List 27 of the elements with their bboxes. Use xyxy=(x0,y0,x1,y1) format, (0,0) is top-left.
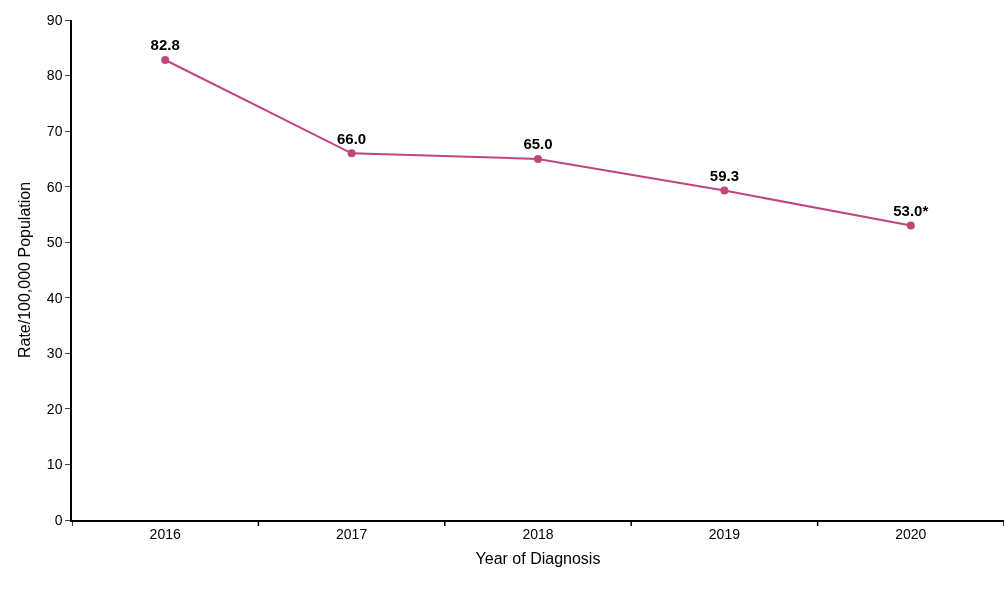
y-tick-label: 70 xyxy=(46,123,63,140)
y-tick-label: 30 xyxy=(46,345,63,362)
point xyxy=(161,56,170,64)
x-tick-label: 2016 xyxy=(149,525,181,542)
y-tick-label: 60 xyxy=(46,178,63,195)
data-label: 53.0* xyxy=(893,201,929,219)
data-label: 59.3 xyxy=(709,166,739,184)
y-axis-title: Rate/100,000 Population xyxy=(15,181,33,359)
data-label: 82.8 xyxy=(150,36,180,54)
y-tick-label: 90 xyxy=(46,11,63,28)
y-tick-label: 80 xyxy=(46,67,63,84)
point xyxy=(347,149,356,158)
x-tick-label: 2018 xyxy=(522,525,554,542)
data-label: 65.0 xyxy=(523,135,553,153)
x-tick-label: 2020 xyxy=(895,525,927,542)
y-tick-label: 0 xyxy=(54,511,63,528)
x-axis-title: Year of Diagnosis xyxy=(475,549,601,567)
y-tick-label: 20 xyxy=(46,400,63,417)
data-label: 66.0 xyxy=(337,129,367,147)
y-tick-label: 40 xyxy=(46,289,63,306)
point xyxy=(534,154,542,163)
y-tick-label: 50 xyxy=(46,234,63,251)
x-tick-label: 2017 xyxy=(336,525,368,542)
x-tick-label: 2019 xyxy=(708,525,741,542)
point xyxy=(720,186,729,195)
point xyxy=(906,221,915,230)
y-tick-label: 10 xyxy=(46,456,63,473)
